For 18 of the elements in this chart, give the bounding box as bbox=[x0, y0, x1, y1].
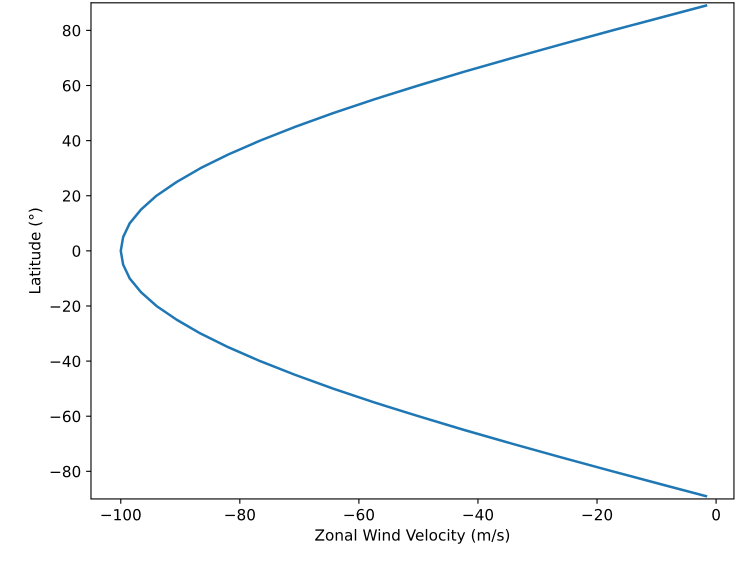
y-tick-label: −80 bbox=[50, 466, 80, 478]
x-axis-title: Zonal Wind Velocity (m/s) bbox=[315, 528, 510, 544]
x-tick-label: −60 bbox=[344, 508, 374, 520]
y-tick-label: −20 bbox=[50, 300, 80, 312]
y-tick-label: 60 bbox=[62, 80, 80, 92]
x-tick-label: −40 bbox=[463, 508, 494, 520]
y-tick-label: 20 bbox=[62, 190, 80, 202]
y-tick-label: −40 bbox=[50, 356, 80, 368]
y-tick-label: 80 bbox=[62, 24, 80, 36]
x-tick-label: −80 bbox=[225, 508, 255, 520]
x-tick-label: −100 bbox=[101, 508, 141, 520]
line-series bbox=[120, 4, 708, 498]
x-tick-label: 0 bbox=[712, 508, 720, 520]
y-tick-label: 40 bbox=[62, 135, 80, 147]
y-axis-title: Latitude (°) bbox=[28, 208, 42, 294]
y-tick-label: −60 bbox=[50, 410, 80, 422]
y-tick-label: 0 bbox=[72, 245, 80, 257]
x-tick-label: −20 bbox=[582, 508, 612, 520]
